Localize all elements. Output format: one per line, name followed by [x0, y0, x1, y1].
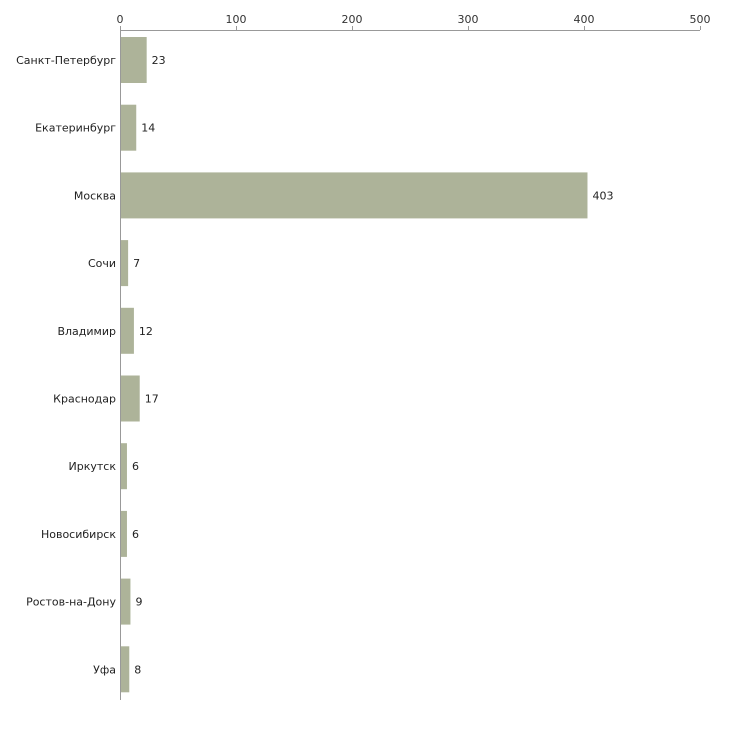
- x-tick-label: 300: [458, 13, 479, 26]
- bar: [120, 307, 134, 354]
- bar: [120, 646, 130, 693]
- x-tick-label: 0: [117, 13, 124, 26]
- data-label: 17: [145, 393, 159, 406]
- bar: [120, 578, 131, 625]
- data-label: 6: [132, 528, 139, 541]
- data-label: 8: [134, 663, 141, 676]
- category-label: Ростов-на-Дону: [26, 596, 116, 609]
- x-tick-label: 500: [690, 13, 711, 26]
- bar: [120, 104, 137, 151]
- data-labels: 23 14 403 7 12 17 6 6 9 8: [132, 54, 614, 676]
- x-axis-ticks: 0 100 200 300 400 500: [117, 13, 711, 30]
- x-tick-label: 200: [342, 13, 363, 26]
- category-label: Краснодар: [53, 393, 116, 406]
- data-label: 9: [135, 596, 142, 609]
- category-label: Владимир: [57, 325, 116, 338]
- category-label: Москва: [74, 189, 116, 202]
- data-label: 14: [141, 122, 155, 135]
- x-tick-label: 400: [574, 13, 595, 26]
- data-label: 23: [152, 54, 166, 67]
- data-label: 6: [132, 460, 139, 473]
- category-label: Новосибирск: [41, 528, 116, 541]
- category-label: Иркутск: [69, 460, 117, 473]
- data-label: 12: [139, 325, 153, 338]
- data-label: 7: [133, 257, 140, 270]
- x-tick-label: 100: [226, 13, 247, 26]
- bars: [120, 37, 588, 693]
- bar: [120, 240, 129, 287]
- category-label: Екатеринбург: [35, 122, 116, 135]
- data-label: 403: [592, 189, 613, 202]
- bar: [120, 510, 127, 557]
- bar: [120, 172, 588, 219]
- bar: [120, 375, 140, 422]
- bar: [120, 37, 147, 83]
- category-label: Уфа: [93, 663, 116, 676]
- category-label: Санкт-Петербург: [16, 54, 116, 67]
- category-labels: Санкт-Петербург Екатеринбург Москва Сочи Вла…: [16, 54, 116, 676]
- category-label: Сочи: [88, 257, 116, 270]
- bar: [120, 443, 127, 490]
